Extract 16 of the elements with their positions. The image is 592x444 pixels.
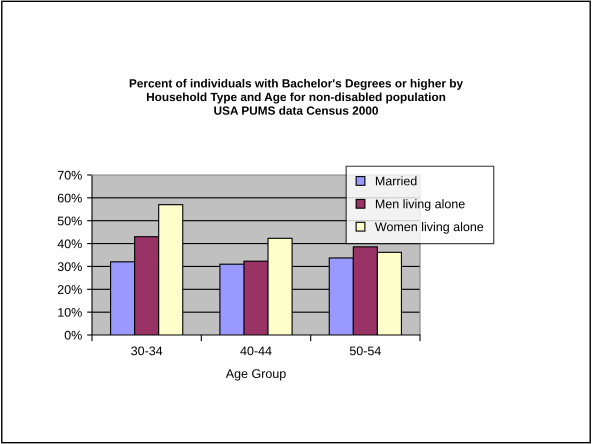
- x-tick-label: 30-34: [131, 346, 162, 356]
- x-tick-label: 50-54: [350, 346, 381, 356]
- legend-label: Married: [376, 176, 416, 186]
- y-tick-label: 30%: [58, 262, 82, 272]
- y-tick-label: 70%: [58, 170, 82, 180]
- y-tick-label: 0%: [64, 330, 82, 340]
- y-tick-label: 10%: [58, 308, 82, 317]
- x-tick-label: 40-44: [240, 346, 272, 356]
- legend-label: Men living alone: [376, 199, 465, 211]
- y-tick-label: 20%: [58, 285, 82, 294]
- legend-label: Women living alone: [374, 222, 484, 234]
- y-tick-label: 40%: [58, 239, 82, 248]
- y-tick-label: 60%: [58, 194, 82, 203]
- x-axis-title: Age Group: [226, 369, 286, 381]
- chart-title: Percent of individuals with Bachelor's Degrees or higher by Household Type and Age for non-disabled population USA PUMS data Census 2000: [130, 78, 463, 115]
- y-tick-label: 50%: [58, 216, 82, 226]
